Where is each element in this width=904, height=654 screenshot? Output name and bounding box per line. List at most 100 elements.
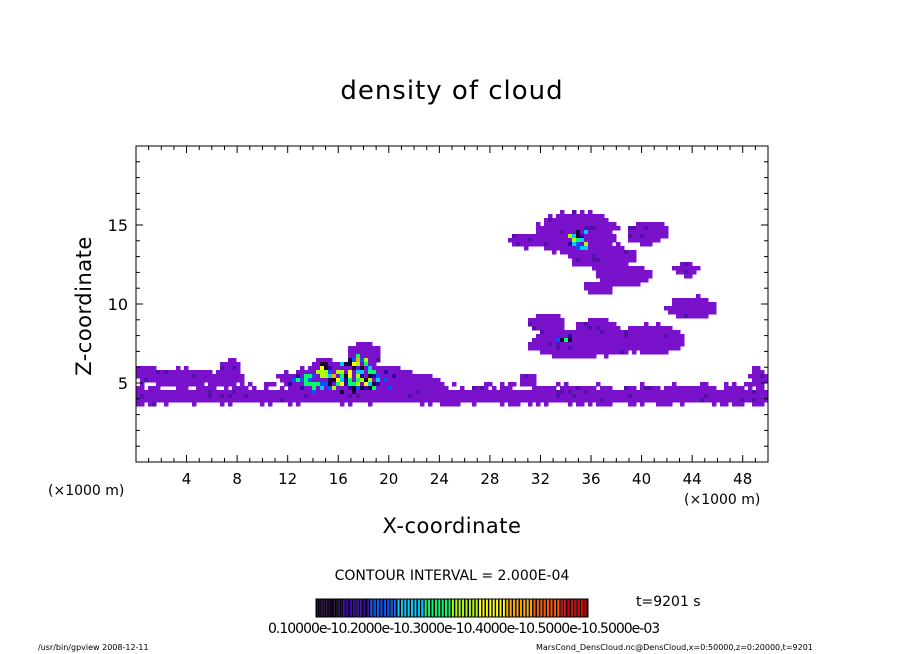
field-cell (332, 382, 337, 387)
field-cell (712, 386, 717, 391)
field-cell (220, 390, 225, 395)
field-cell (340, 398, 345, 403)
field-cell (592, 214, 597, 219)
field-cell (404, 390, 409, 395)
field-cell (464, 394, 469, 399)
field-cell (148, 378, 153, 383)
field-cell (508, 398, 513, 403)
field-cell (548, 342, 553, 347)
colorbar-gap (440, 599, 442, 617)
field-cell (584, 346, 589, 351)
field-cell (176, 390, 181, 395)
field-cell (628, 258, 633, 263)
field-cell (300, 374, 305, 379)
field-cell (756, 370, 761, 375)
field-cell (348, 370, 353, 375)
field-cell (560, 350, 565, 355)
field-cell (592, 250, 597, 255)
field-cell (200, 370, 205, 375)
field-cell (656, 326, 661, 331)
field-cell (376, 346, 381, 351)
field-cell (572, 346, 577, 351)
field-cell (556, 346, 561, 351)
field-cell (384, 374, 389, 379)
field-cell (620, 346, 625, 351)
field-cell (704, 306, 709, 311)
field-cell (308, 366, 313, 371)
field-cell (176, 366, 181, 371)
field-cell (676, 314, 681, 319)
field-cell (220, 398, 225, 403)
field-cell (644, 334, 649, 339)
field-cell (656, 334, 661, 339)
field-cell (220, 374, 225, 379)
field-cell (676, 306, 681, 311)
field-cell (564, 234, 569, 239)
field-cell (632, 398, 637, 403)
field-cell (736, 386, 741, 391)
field-cell (552, 318, 557, 323)
field-cell (764, 374, 769, 379)
field-cell (348, 350, 353, 355)
field-cell (756, 398, 761, 403)
field-cell (660, 338, 665, 343)
field-cell (388, 374, 393, 379)
field-cell (688, 386, 693, 391)
field-cell (592, 286, 597, 291)
field-cell (576, 394, 581, 399)
field-cell (148, 366, 153, 371)
field-cell (620, 274, 625, 279)
field-cell (588, 342, 593, 347)
field-cell (544, 222, 549, 227)
field-cell (596, 238, 601, 243)
field-cell (368, 386, 373, 391)
field-cell (656, 342, 661, 347)
field-cell (436, 378, 441, 383)
field-cell (548, 334, 553, 339)
field-cell (372, 394, 377, 399)
field-cell (236, 390, 241, 395)
field-cell (528, 346, 533, 351)
field-cell (360, 370, 365, 375)
field-cell (560, 386, 565, 391)
colorbar-gap (362, 599, 364, 617)
field-cell (364, 354, 369, 359)
field-cell (660, 226, 665, 231)
field-cell (536, 326, 541, 331)
field-cell (644, 390, 649, 395)
field-cell (636, 342, 641, 347)
field-cell (356, 346, 361, 351)
field-cell (676, 302, 681, 307)
field-cell (536, 242, 541, 247)
field-cell (352, 386, 357, 391)
field-cell (576, 238, 581, 243)
field-cell (536, 394, 541, 399)
field-cell (572, 354, 577, 359)
field-cell (640, 394, 645, 399)
field-cell (532, 390, 537, 395)
field-cell (584, 354, 589, 359)
field-cell (592, 234, 597, 239)
field-cell (560, 394, 565, 399)
field-cell (572, 234, 577, 239)
field-cell (600, 390, 605, 395)
field-cell (672, 334, 677, 339)
field-cell (316, 386, 321, 391)
field-cell (664, 334, 669, 339)
field-cell (700, 314, 705, 319)
field-cell (600, 282, 605, 287)
field-cell (608, 230, 613, 235)
field-cell (580, 210, 585, 215)
field-cell (628, 282, 633, 287)
field-cell (580, 330, 585, 335)
field-cell (236, 394, 241, 399)
field-cell (684, 302, 689, 307)
field-cell (756, 394, 761, 399)
field-cell (664, 402, 669, 407)
field-cell (324, 358, 329, 363)
field-cell (628, 270, 633, 275)
field-cell (388, 382, 393, 387)
field-cell (164, 390, 169, 395)
field-cell (544, 322, 549, 327)
field-cell (564, 334, 569, 339)
